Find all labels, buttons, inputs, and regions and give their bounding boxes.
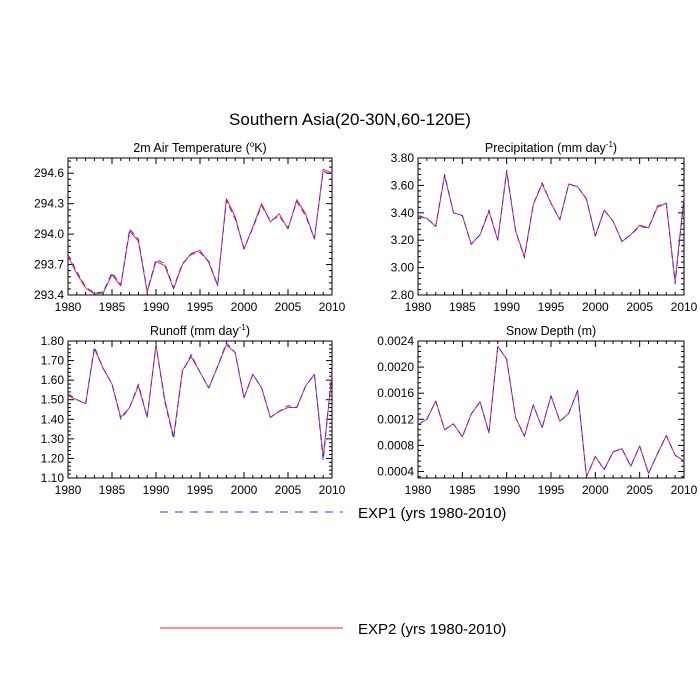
x-tick-label: 1985	[99, 483, 126, 497]
series-line-exp1	[417, 345, 685, 478]
x-tick-label: 1995	[538, 483, 565, 497]
y-tick-label: 294.0	[34, 227, 64, 241]
y-tick-label: 0.0004	[377, 464, 414, 478]
panel-title-text: 2m Air Temperature (	[133, 141, 250, 155]
panel-title: Snow Depth (m)	[506, 324, 596, 338]
series-line-exp2	[67, 168, 333, 295]
series-line-exp1	[67, 342, 333, 461]
x-tick-label: 1995	[187, 483, 214, 497]
y-tick-label: 1.10	[41, 471, 65, 485]
y-tick-label: 1.70	[41, 354, 65, 368]
y-tick-label: 293.7	[34, 258, 64, 272]
y-tick-label: 294.3	[34, 197, 64, 211]
axes-frame	[67, 157, 333, 296]
x-tick-label: 2000	[231, 483, 258, 497]
y-tick-label: 1.20	[41, 451, 65, 465]
chart-panel-2: Precipitation (mm day-1) 1980 1985 1990 1995…	[391, 140, 698, 314]
series-line-exp2	[67, 344, 333, 457]
panel-title-end: K)	[254, 141, 267, 155]
panel-title: 2m Air Temperature (oK)	[133, 140, 266, 155]
y-tick-label: 0.0020	[377, 360, 414, 374]
series-line-exp1	[417, 169, 685, 285]
figure-title: Southern Asia(20-30N,60-120E)	[229, 110, 471, 129]
x-tick-label: 1980	[405, 300, 432, 314]
x-tick-label: 2010	[671, 300, 698, 314]
x-tick-label: 2005	[275, 300, 302, 314]
y-tick-label: 1.80	[41, 334, 65, 348]
y-tick-label: 0.0008	[377, 438, 414, 452]
y-tick-label: 1.30	[41, 432, 65, 446]
y-tick-label: 3.40	[391, 206, 415, 220]
series-line-exp2	[417, 345, 685, 478]
y-tick-label: 3.20	[391, 233, 415, 247]
x-tick-label: 1990	[493, 300, 520, 314]
panel-title-text: Snow Depth (m)	[506, 324, 596, 338]
x-tick-label: 1995	[538, 300, 565, 314]
chart-panel-1: 2m Air Temperature (oK) 1980 1985 1990 1995 2…	[34, 140, 346, 314]
legend-label-exp1: EXP1 (yrs 1980-2010)	[358, 505, 506, 522]
panel-title-text: Precipitation (mm day	[485, 141, 607, 155]
y-tick-label: 294.6	[34, 166, 64, 180]
panel-title-superscript: -1	[239, 323, 247, 332]
y-tick-label: 2.80	[391, 288, 415, 302]
y-tick-label: 0.0012	[377, 412, 414, 426]
x-tick-label: 1985	[99, 300, 126, 314]
x-tick-label: 1985	[449, 300, 476, 314]
y-tick-label: 0.0024	[377, 334, 414, 348]
axes-frame	[417, 340, 685, 479]
y-tick-label: 1.60	[41, 373, 65, 387]
x-tick-label: 2000	[582, 483, 609, 497]
y-tick-label: 1.40	[41, 412, 65, 426]
axes-frame	[67, 340, 333, 479]
x-tick-label: 2000	[582, 300, 609, 314]
chart-panel-4: Snow Depth (m) 1980 1985 1990 1995 2000 2005 20…	[377, 324, 697, 497]
plots-group: 2m Air Temperature (oK) 1980 1985 1990 1995 2…	[34, 140, 698, 497]
series-line-exp2	[417, 171, 685, 282]
y-tick-label: 3.00	[391, 261, 415, 275]
legend-label-exp2: EXP2 (yrs 1980-2010)	[358, 621, 506, 638]
y-tick-label: 1.50	[41, 393, 65, 407]
y-tick-label: 3.80	[391, 151, 415, 165]
panel-title: Runoff (mm day-1)	[150, 323, 250, 338]
x-tick-label: 2005	[626, 483, 653, 497]
x-tick-label: 2000	[231, 300, 258, 314]
x-tick-label: 1980	[55, 300, 82, 314]
x-tick-label: 2010	[319, 300, 346, 314]
y-tick-label: 0.0016	[377, 386, 414, 400]
panel-title-end: )	[246, 324, 250, 338]
panel-title: Precipitation (mm day-1)	[485, 140, 617, 155]
x-tick-label: 1990	[143, 483, 170, 497]
panel-title-superscript: -1	[606, 140, 614, 149]
panel-title-end: )	[613, 141, 617, 155]
series-line-exp1	[67, 170, 333, 294]
x-tick-label: 1980	[55, 483, 82, 497]
x-tick-label: 1995	[187, 300, 214, 314]
x-tick-label: 1990	[493, 483, 520, 497]
x-tick-label: 2010	[671, 483, 698, 497]
y-tick-label: 3.60	[391, 178, 415, 192]
panel-title-text: Runoff (mm day	[150, 324, 239, 338]
y-tick-label: 293.4	[34, 288, 64, 302]
x-tick-label: 2005	[626, 300, 653, 314]
chart-panel-3: Runoff (mm day-1) 1980 1985 1990 1995 2000 200…	[41, 323, 346, 497]
x-tick-label: 1980	[405, 483, 432, 497]
x-tick-label: 1985	[449, 483, 476, 497]
x-tick-label: 1990	[143, 300, 170, 314]
panel-title-superscript: o	[250, 140, 255, 149]
legend: EXP1 (yrs 1980-2010) EXP2 (yrs 1980-2010…	[160, 505, 506, 638]
x-tick-label: 2010	[319, 483, 346, 497]
x-tick-label: 2005	[275, 483, 302, 497]
